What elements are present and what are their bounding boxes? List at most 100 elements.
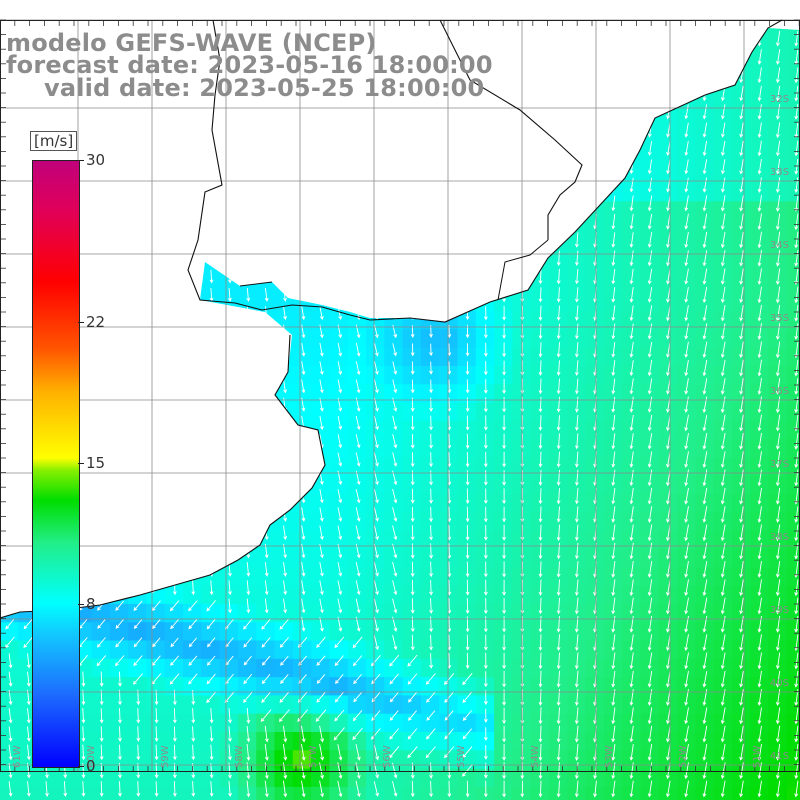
wind-speed-cell bbox=[237, 567, 257, 587]
wind-speed-cell bbox=[366, 420, 385, 440]
wind-speed-cell bbox=[256, 585, 276, 605]
wind-speed-cell bbox=[713, 750, 733, 770]
wind-speed-cell bbox=[457, 695, 477, 715]
wind-speed-cell bbox=[658, 695, 678, 715]
wind-speed-cell bbox=[91, 640, 111, 660]
wind-speed-cell bbox=[219, 585, 239, 605]
wind-arrow bbox=[757, 195, 762, 212]
latitude-label: 37S bbox=[770, 459, 789, 470]
wind-speed-cell bbox=[658, 567, 678, 587]
wind-arrow bbox=[794, 177, 799, 194]
wind-speed-cell bbox=[347, 457, 367, 477]
wind-speed-cell bbox=[256, 567, 276, 587]
wind-speed-cell bbox=[329, 457, 349, 477]
wind-speed-cell bbox=[201, 640, 221, 660]
wind-speed-cell bbox=[402, 549, 422, 568]
wind-arrow bbox=[611, 195, 616, 212]
wind-speed-cell bbox=[384, 439, 404, 459]
wind-speed-cell bbox=[786, 183, 800, 202]
wind-speed-cell bbox=[786, 494, 800, 513]
wind-speed-cell bbox=[420, 713, 440, 733]
wind-arrow bbox=[739, 140, 744, 157]
wind-speed-cell bbox=[311, 658, 330, 678]
wind-speed-cell bbox=[329, 311, 349, 330]
wind-speed-cell bbox=[475, 695, 495, 715]
wind-speed-cell bbox=[713, 732, 733, 751]
wind-speed-cell bbox=[128, 622, 147, 642]
wind-speed-cell bbox=[786, 146, 800, 166]
longitude-label: 57W bbox=[308, 745, 319, 768]
wind-speed-cell bbox=[732, 603, 751, 623]
wind-speed-cell bbox=[695, 402, 715, 422]
wind-speed-cell bbox=[457, 585, 477, 605]
wind-arrow bbox=[702, 159, 708, 175]
wind-speed-cell bbox=[329, 585, 349, 605]
wind-speed-cell bbox=[292, 732, 312, 751]
wind-speed-cell bbox=[402, 585, 422, 605]
wind-speed-cell bbox=[384, 475, 404, 495]
wind-speed-cell bbox=[457, 420, 477, 440]
wind-speed-cell bbox=[402, 366, 422, 385]
wind-speed-cell bbox=[658, 530, 678, 550]
wind-speed-cell bbox=[786, 439, 800, 459]
wind-speed-cell bbox=[347, 530, 367, 550]
wind-speed-cell bbox=[91, 695, 111, 715]
wind-speed-cell bbox=[347, 402, 367, 422]
wind-speed-cell bbox=[713, 603, 733, 623]
wind-speed-cell bbox=[713, 292, 733, 312]
wind-speed-cell bbox=[695, 201, 715, 221]
wind-speed-cell bbox=[713, 366, 733, 385]
wind-speed-cell bbox=[402, 750, 422, 770]
wind-speed-cell bbox=[274, 658, 294, 678]
wind-speed-cell bbox=[695, 713, 715, 733]
wind-speed-cell bbox=[732, 366, 751, 385]
wind-speed-cell bbox=[695, 329, 715, 349]
wind-speed-cell bbox=[402, 384, 422, 404]
wind-speed-cell bbox=[128, 750, 147, 770]
wind-speed-cell bbox=[347, 420, 367, 440]
wind-speed-cell bbox=[786, 732, 800, 751]
wind-speed-cell bbox=[677, 311, 696, 330]
wind-speed-cell bbox=[384, 530, 404, 550]
wind-speed-cell bbox=[475, 457, 495, 477]
title-valid-date: valid date: 2023-05-25 18:00:00 bbox=[44, 74, 485, 102]
wind-speed-cell bbox=[494, 475, 513, 495]
wind-speed-cell bbox=[475, 603, 495, 623]
wind-speed-cell bbox=[146, 622, 166, 642]
wind-speed-cell bbox=[677, 457, 696, 477]
wind-speed-cell bbox=[384, 347, 404, 367]
wind-speed-cell bbox=[384, 658, 404, 678]
wind-speed-cell bbox=[695, 695, 715, 715]
wind-speed-cell bbox=[329, 567, 349, 587]
wind-speed-cell bbox=[128, 732, 147, 751]
wind-speed-cell bbox=[439, 585, 459, 605]
wind-speed-cell bbox=[658, 128, 678, 147]
wind-speed-cell bbox=[622, 329, 642, 349]
wind-speed-cell bbox=[366, 329, 385, 349]
wind-speed-cell bbox=[439, 640, 459, 660]
wind-speed-cell bbox=[329, 384, 349, 404]
wind-speed-cell bbox=[695, 732, 715, 751]
wind-speed-cell bbox=[658, 750, 678, 770]
wind-speed-cell bbox=[420, 640, 440, 660]
wind-speed-cell bbox=[164, 750, 184, 770]
wind-speed-cell bbox=[256, 695, 276, 715]
wind-speed-cell bbox=[219, 768, 239, 788]
wind-arrow bbox=[702, 177, 708, 193]
wind-speed-cell bbox=[183, 603, 202, 623]
wind-speed-cell bbox=[713, 475, 733, 495]
wind-arrow bbox=[794, 104, 799, 120]
wind-speed-cell bbox=[347, 512, 367, 532]
wind-speed-cell bbox=[366, 402, 385, 422]
wind-speed-cell bbox=[786, 402, 800, 422]
wind-speed-cell bbox=[366, 768, 385, 788]
wind-speed-cell bbox=[658, 494, 678, 513]
wind-speed-cell bbox=[640, 457, 660, 477]
wind-speed-cell bbox=[201, 750, 221, 770]
wind-speed-cell bbox=[786, 549, 800, 568]
wind-speed-cell bbox=[128, 695, 147, 715]
wind-speed-cell bbox=[750, 54, 770, 74]
wind-speed-cell bbox=[677, 347, 696, 367]
wind-speed-cell bbox=[292, 640, 312, 660]
wind-speed-cell bbox=[640, 402, 660, 422]
